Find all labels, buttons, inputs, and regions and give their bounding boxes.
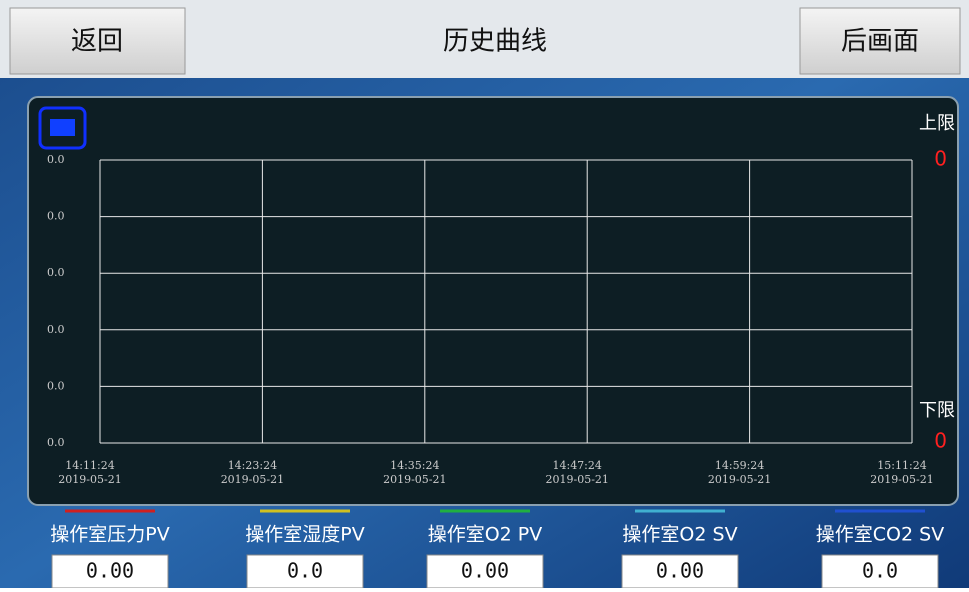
value-box (51, 554, 169, 589)
trend-plot: 0.00.00.00.00.00.014:11:242019-05-2114:2… (47, 113, 955, 486)
x-date-label: 2019-05-21 (221, 473, 284, 486)
value-box (426, 554, 544, 589)
x-date-label: 2019-05-21 (545, 473, 608, 486)
x-time-label: 14:11:24 (65, 459, 114, 472)
upper-value: 0 (934, 147, 947, 171)
value-box (246, 554, 364, 589)
channel-name: 操作室O2 SV (622, 524, 737, 546)
channel-value: 0.0 (287, 559, 323, 583)
x-date-label: 2019-05-21 (58, 473, 121, 486)
back-label[interactable]: 返回 (71, 27, 123, 57)
y-label: 0.0 (47, 436, 65, 449)
channel-name: 操作室CO2 SV (816, 524, 944, 546)
x-date-label: 2019-05-21 (870, 473, 933, 486)
channels: 操作室压力PV 0.00 操作室湿度PV 0.0 操作室O2 PV 0.00 操作室O2 S… (50, 509, 944, 589)
channel-name: 操作室湿度PV (245, 524, 364, 546)
channel-value: 0.00 (86, 559, 134, 583)
x-time-label: 15:11:24 (877, 459, 926, 472)
lower-value: 0 (934, 429, 947, 453)
x-time-label: 14:35:24 (390, 459, 439, 472)
y-label: 0.0 (47, 379, 65, 392)
x-time-label: 14:47:24 (552, 459, 601, 472)
value-box (821, 554, 939, 589)
trend-panel (27, 96, 959, 506)
x-date-label: 2019-05-21 (708, 473, 771, 486)
y-label: 0.0 (47, 323, 65, 336)
x-time-label: 14:23:24 (228, 459, 277, 472)
channel-name: 操作室压力PV (50, 524, 169, 546)
channel-value: 0.0 (862, 559, 898, 583)
next-label[interactable]: 后画面 (841, 27, 919, 57)
upper-label: 上限 (919, 113, 955, 134)
trend-icon[interactable] (38, 106, 87, 150)
trend-icon-fill (50, 119, 75, 136)
channel-name: 操作室O2 PV (428, 524, 543, 546)
channel-value: 0.00 (461, 559, 509, 583)
x-date-label: 2019-05-21 (383, 473, 446, 486)
channel-value: 0.00 (656, 559, 704, 583)
value-box (621, 554, 739, 589)
y-label: 0.0 (47, 210, 65, 223)
y-label: 0.0 (47, 153, 65, 166)
x-time-label: 14:59:24 (715, 459, 764, 472)
screen-title: 历史曲线 (443, 27, 547, 57)
y-label: 0.0 (47, 266, 65, 279)
next-button[interactable] (799, 7, 961, 75)
back-button[interactable] (9, 7, 186, 75)
lower-label: 下限 (919, 400, 955, 421)
